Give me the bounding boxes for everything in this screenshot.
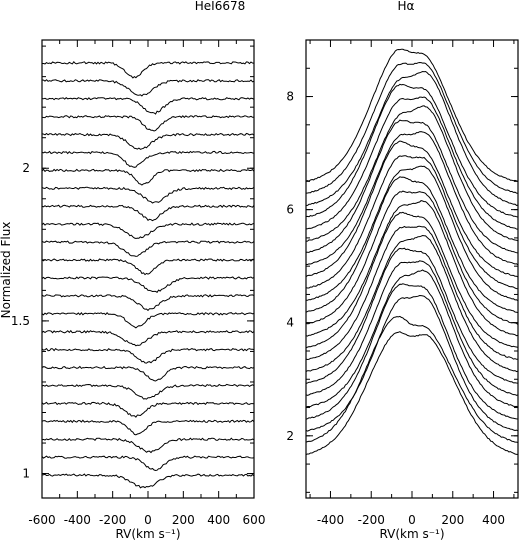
hei-title: HeI6678 <box>195 0 245 13</box>
hei-spectrum-line <box>42 132 254 150</box>
halpha-spectrum-line <box>306 234 518 373</box>
halpha-spectrum-line <box>306 247 518 385</box>
halpha-spectrum-line <box>306 331 518 455</box>
halpha-y-tick-label: 8 <box>286 90 294 104</box>
halpha-x-tick-label: 0 <box>408 513 416 527</box>
hei-spectrum-line <box>42 276 254 293</box>
halpha-spectrum-line <box>306 211 518 349</box>
hei-axis-frame <box>41 39 255 499</box>
hei-spectrum-line <box>42 329 254 347</box>
hei-ticks: -600 -400 -200 0 200 400 600 1 1.5 2 <box>11 40 266 527</box>
hei-spectrum-line <box>42 97 254 115</box>
hei-spectrum-line <box>42 383 254 400</box>
halpha-x-tick-label: -400 <box>317 513 344 527</box>
hei-spectrum-line <box>42 311 254 329</box>
halpha-spectrum-line <box>306 105 518 242</box>
hei-spectrum-line <box>42 437 254 454</box>
hei-spectrum-line <box>42 186 254 204</box>
hei-spectrum-line <box>42 347 254 364</box>
halpha-x-tick-label: 200 <box>441 513 464 527</box>
halpha-y-tick-label: 6 <box>286 203 294 217</box>
hei-spectrum-line <box>42 115 254 132</box>
hei-spectrum-line <box>42 365 254 382</box>
halpha-spectrum-line <box>306 155 518 290</box>
hei-spectrum-line <box>42 455 254 472</box>
halpha-x-tick-label: -200 <box>358 513 385 527</box>
halpha-spectrum-line <box>306 96 518 230</box>
halpha-panel: -400 -200 0 200 400 2 4 6 8 RV(km s⁻¹) <box>286 39 519 541</box>
halpha-spectrum-line <box>306 165 518 302</box>
halpha-spectrum-line <box>306 176 518 314</box>
hei6678-panel: -600 -400 -200 0 200 400 600 1 1.5 2 Normalized F… <box>0 39 266 541</box>
hei-spectrum-line <box>42 294 254 312</box>
hei-y-axis-label: Normalized Flux <box>0 222 13 319</box>
halpha-spectrum-line <box>306 61 518 194</box>
hei-x-tick-label: 0 <box>144 513 152 527</box>
halpha-spectrum-line <box>306 190 518 325</box>
halpha-spectrum-line <box>306 131 518 266</box>
hei-x-tick-label: -400 <box>64 513 91 527</box>
halpha-spectra <box>306 48 518 455</box>
halpha-spectrum-line <box>306 225 518 361</box>
halpha-spectrum-line <box>306 83 518 218</box>
halpha-y-tick-label: 2 <box>286 429 294 443</box>
halpha-y-tick-label: 4 <box>286 316 294 330</box>
halpha-spectrum-line <box>306 260 518 396</box>
hei-spectrum-line <box>42 61 254 79</box>
hei-spectrum-line <box>42 150 254 168</box>
hei-spectrum-line <box>42 419 254 436</box>
hei-spectrum-line <box>42 473 254 489</box>
hei-y-tick-label: 1 <box>22 467 30 481</box>
hei-x-tick-label: -200 <box>99 513 126 527</box>
hei-spectrum-line <box>42 79 254 97</box>
hei-spectrum-line <box>42 168 254 186</box>
hei-y-tick-label: 2 <box>22 161 30 175</box>
hei-spectrum-line <box>42 222 254 240</box>
halpha-spectrum-line <box>306 48 518 182</box>
hei-spectrum-line <box>42 204 254 222</box>
hei-spectrum-line <box>42 258 254 276</box>
halpha-spectrum-line <box>306 119 518 254</box>
halpha-x-axis-label: RV(km s⁻¹) <box>379 527 444 541</box>
halpha-axis-frame <box>305 39 519 499</box>
hei-x-tick-label: 400 <box>207 513 230 527</box>
halpha-spectrum-line <box>306 283 518 420</box>
halpha-spectrum-line <box>306 70 518 206</box>
hei-y-tick-label: 1.5 <box>11 314 30 328</box>
hei-spectrum-line <box>42 240 254 257</box>
hei-spectrum-line <box>42 401 254 418</box>
hei-x-tick-label: 600 <box>243 513 266 527</box>
halpha-spectrum-line <box>306 294 518 432</box>
halpha-title: Hα <box>398 0 415 13</box>
halpha-x-tick-label: 400 <box>482 513 505 527</box>
halpha-spectrum-line <box>306 315 518 443</box>
hei-x-axis-label: RV(km s⁻¹) <box>115 527 180 541</box>
halpha-spectrum-line <box>306 200 518 337</box>
halpha-spectrum-line <box>306 269 518 408</box>
hei-spectra <box>42 61 254 489</box>
hei-x-tick-label: 200 <box>172 513 195 527</box>
hei-x-tick-label: -600 <box>28 513 55 527</box>
halpha-spectrum-line <box>306 140 518 278</box>
